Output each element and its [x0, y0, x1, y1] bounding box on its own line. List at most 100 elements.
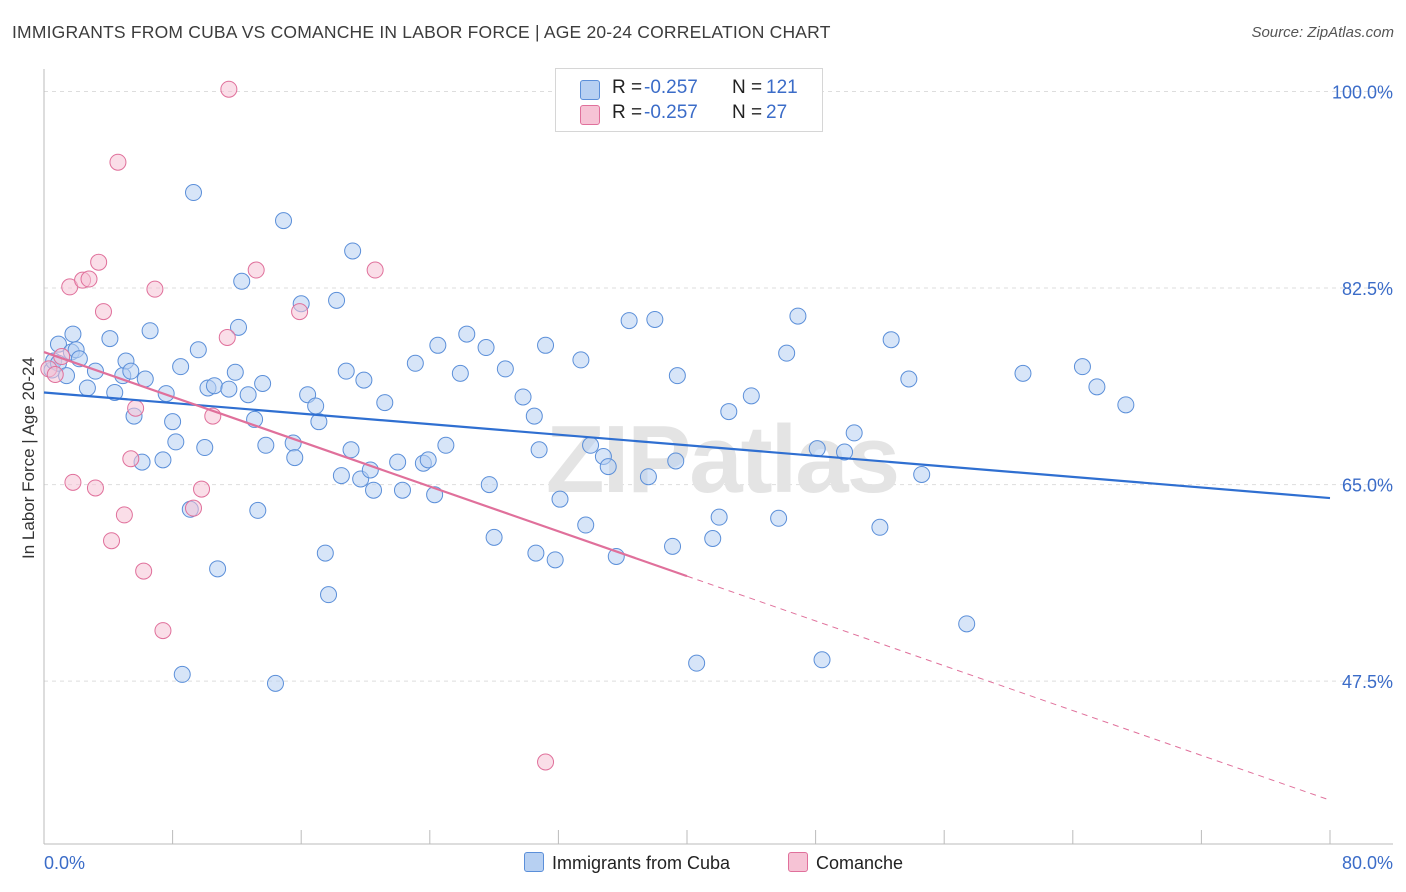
cuba-point — [480, 476, 498, 494]
cuba-trend-line — [43, 391, 1331, 500]
cuba-point — [845, 424, 863, 442]
cuba-point — [419, 451, 437, 469]
cuba-point — [485, 528, 503, 546]
cuba-point — [230, 318, 248, 336]
comanche-point — [46, 366, 64, 384]
bottom-legend-label-comanche: Comanche — [816, 853, 904, 873]
bottom-legend-swatch-comanche — [788, 852, 808, 872]
comanche-point — [218, 328, 236, 346]
cuba-point — [355, 371, 373, 389]
legend-r-label: R = — [612, 77, 643, 98]
comanche-point — [366, 261, 384, 279]
cuba-point — [266, 674, 284, 692]
comanche-point — [220, 80, 238, 98]
cuba-point — [233, 272, 251, 290]
cuba-point — [620, 312, 638, 330]
cuba-point — [871, 518, 889, 536]
cuba-point — [320, 586, 338, 604]
cuba-point — [639, 468, 657, 486]
x-axis-min-label: 0.0% — [44, 853, 85, 873]
x-axis-ticks — [43, 830, 1331, 844]
cuba-point — [328, 291, 346, 309]
cuba-point — [667, 452, 685, 470]
cuba-point — [429, 336, 447, 354]
cuba-point — [710, 508, 728, 526]
comanche-trend-line — [43, 351, 688, 578]
source-label: Source: ZipAtlas.com — [1251, 24, 1394, 41]
cuba-point — [1073, 358, 1091, 376]
cuba-point — [310, 413, 328, 431]
cuba-point — [220, 380, 238, 398]
cuba-point — [393, 481, 411, 499]
cuba-point — [342, 441, 360, 459]
cuba-point — [78, 379, 96, 397]
cuba-point — [664, 537, 682, 555]
grid-lines — [44, 90, 1393, 682]
legend-r-value: -0.257 — [644, 77, 698, 98]
bottom-legend-comanche: Comanche — [788, 852, 903, 874]
cuba-point — [514, 388, 532, 406]
cuba-point — [537, 336, 555, 354]
legend-swatch-comanche — [580, 105, 600, 125]
cuba-point — [1088, 378, 1106, 396]
cuba-point — [316, 544, 334, 562]
cuba-point — [361, 461, 379, 479]
cuba-point — [141, 322, 159, 340]
cuba-point — [900, 370, 918, 388]
cuba-point — [742, 387, 760, 405]
cuba-point — [286, 449, 304, 467]
comanche-point — [64, 473, 82, 491]
cuba-point — [275, 212, 293, 230]
cuba-point — [958, 615, 976, 633]
comanche-point — [90, 253, 108, 271]
comanche-point — [247, 261, 265, 279]
cuba-point — [599, 458, 617, 476]
cuba-point — [646, 310, 664, 328]
data-points — [40, 80, 1135, 771]
cuba-point — [172, 358, 190, 376]
cuba-point — [64, 325, 82, 343]
cuba-point — [458, 325, 476, 343]
cuba-point — [254, 374, 272, 392]
cuba-point — [770, 509, 788, 527]
comanche-point — [193, 480, 211, 498]
y-tick-label: 82.5% — [1342, 279, 1393, 299]
comanche-point — [537, 753, 555, 771]
cuba-point — [1014, 364, 1032, 382]
cuba-point — [1117, 396, 1135, 414]
cuba-point — [525, 407, 543, 425]
y-tick-label: 100.0% — [1332, 82, 1393, 102]
cuba-point — [86, 362, 104, 380]
cuba-point — [572, 351, 590, 369]
cuba-point — [530, 441, 548, 459]
legend-n-value: 27 — [766, 102, 788, 123]
cuba-point — [720, 403, 738, 421]
comanche-point — [291, 303, 309, 321]
cuba-point — [249, 501, 267, 519]
cuba-point — [789, 307, 807, 325]
y-tick-label: 65.0% — [1342, 476, 1393, 496]
cuba-point — [209, 560, 227, 578]
cuba-point — [451, 364, 469, 382]
cuba-point — [337, 362, 355, 380]
comanche-point — [109, 153, 127, 171]
bottom-legend-cuba: Immigrants from Cuba — [524, 852, 730, 874]
bottom-legend-swatch-cuba — [524, 852, 544, 872]
comanche-point — [184, 499, 202, 517]
comanche-point — [80, 270, 98, 288]
cuba-point — [808, 440, 826, 458]
comanche-point — [103, 532, 121, 550]
cuba-point — [106, 383, 124, 401]
cuba-point — [389, 453, 407, 471]
legend-r-label: R = — [612, 102, 643, 123]
cuba-point — [307, 397, 325, 415]
cuba-point — [688, 654, 706, 672]
legend-n-label: N = — [732, 77, 763, 98]
legend-swatch-cuba — [580, 80, 600, 100]
cuba-point — [257, 436, 275, 454]
y-tick-label: 47.5% — [1342, 672, 1393, 692]
comanche-point — [154, 622, 172, 640]
cuba-point — [344, 242, 362, 260]
cuba-point — [477, 339, 495, 357]
